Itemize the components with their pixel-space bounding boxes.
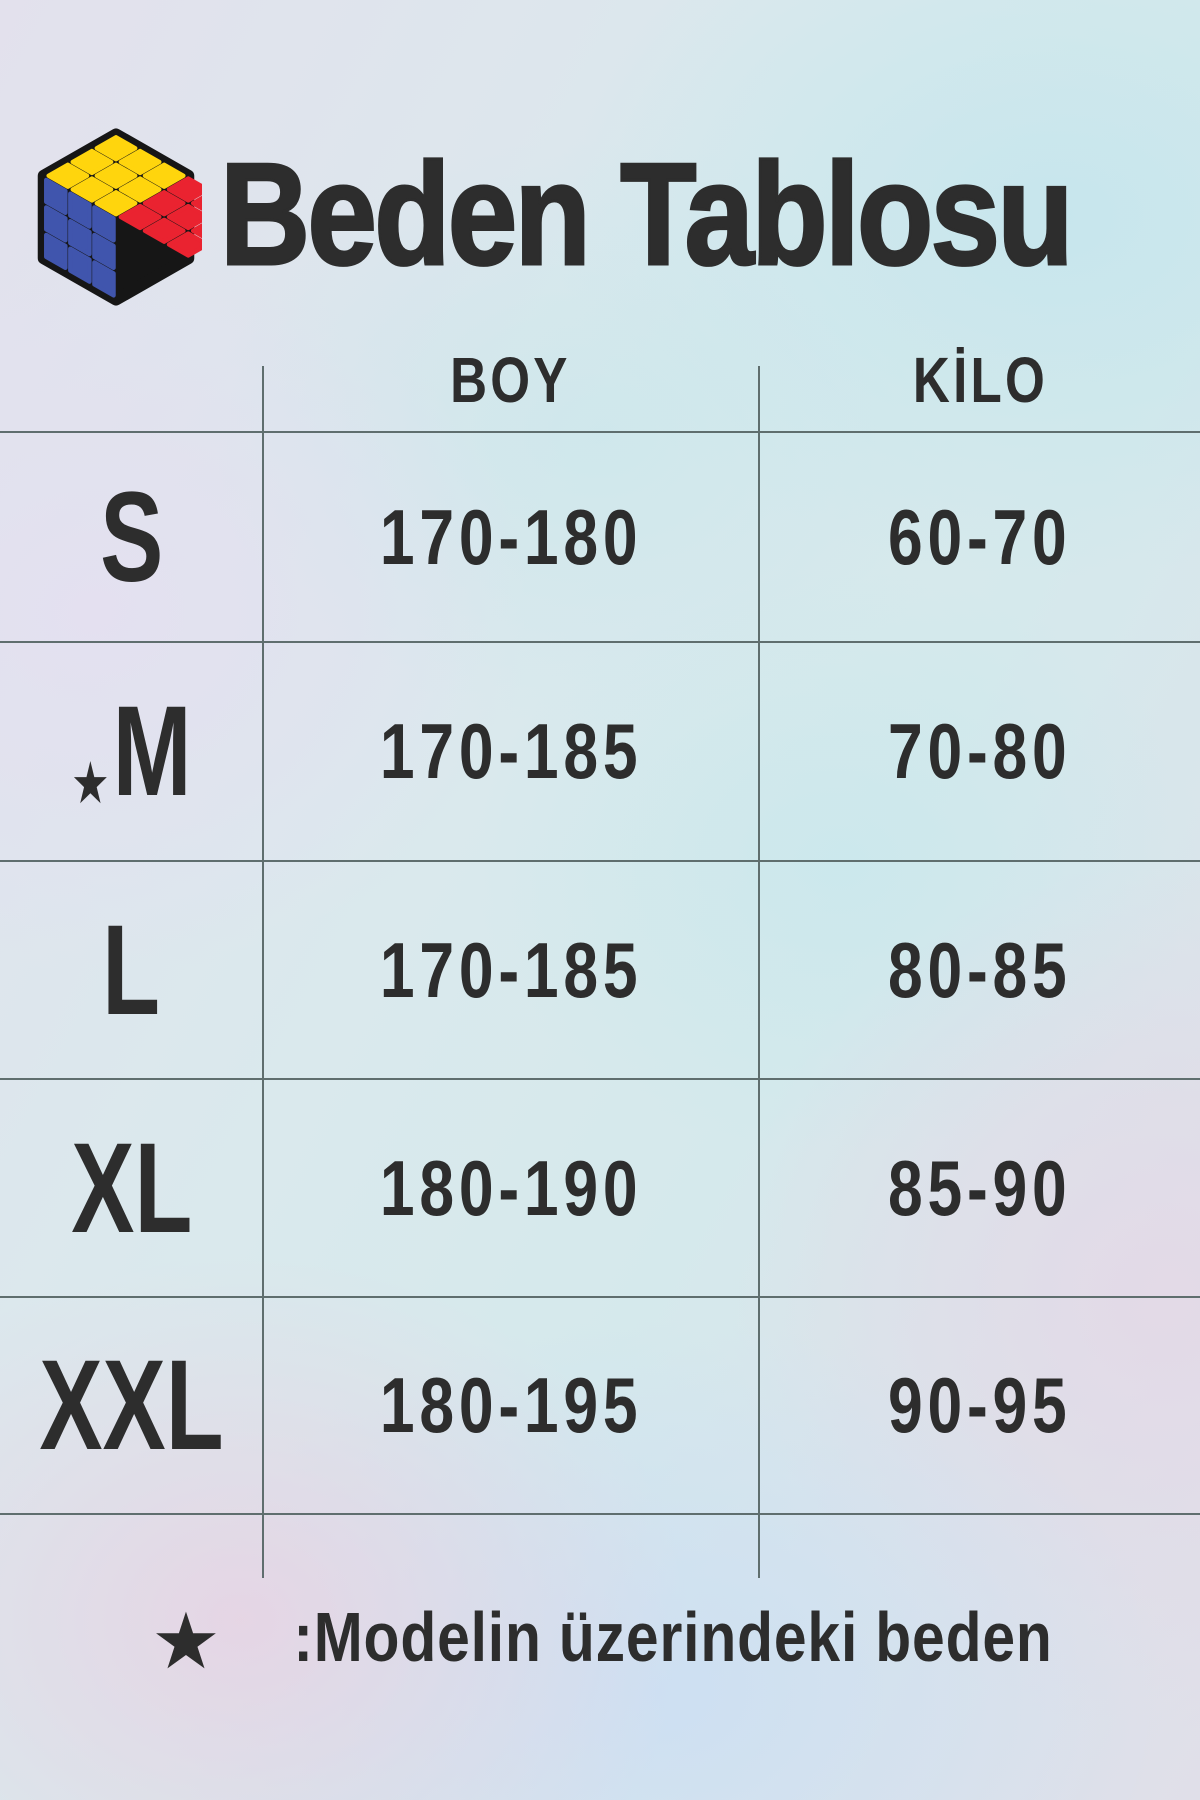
grid-hline	[0, 1078, 1200, 1080]
footnote-text: :Modelin üzerindeki beden	[293, 1598, 1053, 1676]
boy-cell: 170-185	[380, 707, 643, 795]
star-icon: ★	[151, 1597, 221, 1685]
boy-cell: 180-195	[380, 1361, 643, 1449]
column-header-kilo: KİLO	[912, 344, 1048, 416]
kilo-cell: 85-90	[888, 1143, 1072, 1232]
grid-hline	[0, 431, 1200, 433]
size-cell: ★M	[0, 643, 263, 860]
boy-cell: 170-180	[380, 492, 643, 581]
kilo-cell: 60-70	[888, 492, 1072, 581]
boy-cell: 180-190	[380, 1143, 643, 1232]
size-label: XL	[70, 1116, 193, 1260]
footnote: ★ :Modelin üzerindeki beden	[0, 1572, 1200, 1702]
kilo-cell: 80-85	[888, 925, 1072, 1014]
size-cell: XXL	[0, 1298, 263, 1513]
column-header-boy: BOY	[450, 344, 571, 416]
page-title: Beden Tablosu	[219, 133, 1075, 295]
boy-cell: 170-185	[380, 925, 643, 1014]
size-label: L	[102, 898, 161, 1042]
kilo-cell: 90-95	[888, 1361, 1072, 1449]
rubiks-cube-logo	[30, 118, 258, 316]
table-row-s: S 170-180 60-70	[0, 433, 1200, 641]
kilo-cell: 70-80	[888, 707, 1072, 795]
table-row-xl: XL 180-190 85-90	[0, 1080, 1200, 1296]
size-label: S	[99, 465, 164, 609]
grid-hline	[0, 1296, 1200, 1298]
size-cell: S	[0, 433, 263, 641]
size-label: XXL	[39, 1334, 224, 1477]
grid-vline	[262, 366, 264, 1578]
rubiks-cube-icon	[37, 128, 258, 306]
grid-hline	[0, 860, 1200, 862]
grid-vline	[758, 366, 760, 1578]
star-icon: ★	[71, 751, 110, 816]
size-cell: L	[0, 862, 263, 1078]
table-row-m: ★M 170-185 70-80	[0, 643, 1200, 860]
table-row-xxl: XXL 180-195 90-95	[0, 1298, 1200, 1513]
size-cell: XL	[0, 1080, 263, 1296]
grid-hline	[0, 1513, 1200, 1515]
size-label: M	[112, 680, 192, 823]
grid-hline	[0, 641, 1200, 643]
table-row-l: L 170-185 80-85	[0, 862, 1200, 1078]
